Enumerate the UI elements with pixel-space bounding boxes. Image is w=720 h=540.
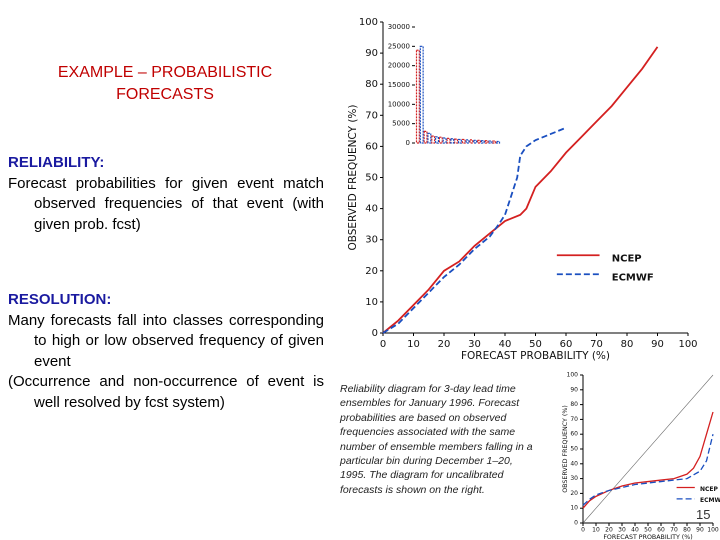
x-tick-label: 30 (618, 527, 626, 534)
y-tick-label: 0 (372, 328, 378, 339)
y-tick-label: 30000 (388, 23, 410, 31)
y-tick-label: 25000 (388, 42, 410, 50)
series-line (382, 46, 659, 334)
heading: RESOLUTION: (8, 291, 112, 308)
x-tick-label: 80 (621, 339, 634, 350)
bar (419, 45, 424, 144)
y-tick-label: 30 (365, 235, 378, 246)
heading: RELIABILITY: (8, 154, 105, 171)
legend-label: ECMWF (700, 497, 720, 504)
caption: Reliability diagram for 3-day lead time … (340, 383, 533, 496)
y-tick-label: 40 (570, 460, 578, 467)
bar (457, 138, 462, 144)
y-tick-label: 60 (570, 431, 578, 438)
x-tick-label: 50 (529, 339, 542, 350)
y-tick-label: 30 (570, 475, 578, 482)
y-tick-label: 50 (570, 446, 578, 453)
bar (427, 132, 432, 144)
bar (446, 137, 451, 144)
x-tick-label: 10 (407, 339, 420, 350)
bar (492, 140, 497, 144)
y-tick-label: 20 (365, 266, 378, 277)
bar (461, 138, 466, 144)
x-tick-label: 70 (590, 339, 603, 350)
slide-title: EXAMPLE – PROBABILISTIC FORECASTS (57, 64, 273, 103)
legend-label: NCEP (700, 486, 719, 493)
y-tick-label: 100 (567, 372, 579, 379)
diagonal (582, 374, 714, 524)
paragraph: Forecast probabilities for given event m… (8, 174, 324, 233)
y-tick-label: 10 (570, 505, 578, 512)
y-tick-label: 10 (365, 297, 378, 308)
x-tick-label: 10 (592, 527, 600, 534)
y-tick-label: 20000 (388, 62, 410, 70)
legend-label: ECMWF (612, 272, 654, 283)
x-tick-label: 20 (438, 339, 451, 350)
y-tick-label: 90 (365, 48, 378, 59)
y-tick-label: 40 (365, 204, 378, 215)
x-tick-label: 50 (644, 527, 652, 534)
bar (431, 135, 436, 144)
bar (484, 140, 489, 144)
y-tick-label: 90 (570, 386, 578, 393)
series-line (582, 411, 714, 509)
y-tick-label: 60 (365, 141, 378, 152)
x-tick-label: 0 (581, 527, 585, 534)
x-axis-title: FORECAST PROBABILITY (%) (461, 350, 610, 362)
page-number: 15 (696, 507, 711, 522)
y-tick-label: 10000 (388, 100, 410, 108)
x-tick-label: 0 (380, 339, 386, 350)
y-tick-label: 0 (406, 139, 410, 147)
y-axis-title: OBSERVED FREQUENCY (%) (347, 104, 359, 250)
y-tick-label: 5000 (392, 120, 410, 128)
bar (473, 139, 478, 144)
series-line (582, 434, 714, 506)
x-tick-label: 60 (560, 339, 573, 350)
series-line (382, 126, 567, 334)
y-tick-label: 0 (574, 520, 578, 527)
bar (423, 130, 428, 144)
x-tick-label: 60 (657, 527, 665, 534)
x-tick-label: 100 (707, 527, 719, 534)
paragraph: (Occurrence and non-occurrence of event … (8, 373, 324, 411)
x-axis-title: FORECAST PROBABILITY (%) (603, 534, 692, 540)
bar (488, 140, 493, 144)
y-tick-label: 15000 (388, 81, 410, 89)
reliability-block: RELIABILITY: Forecast probabilities for … (8, 153, 324, 235)
x-tick-label: 90 (651, 339, 664, 350)
y-axis-title: OBSERVED FREQUENCY (%) (562, 405, 569, 493)
bar (469, 139, 474, 144)
x-tick-label: 30 (468, 339, 481, 350)
x-tick-label: 80 (683, 527, 691, 534)
bar (442, 137, 447, 144)
y-tick-label: 50 (365, 173, 378, 184)
x-tick-label: 70 (670, 527, 678, 534)
y-tick-label: 100 (359, 17, 378, 28)
bar (480, 140, 485, 144)
y-tick-label: 20 (570, 490, 578, 497)
y-tick-label: 80 (570, 401, 578, 408)
bar (415, 49, 420, 144)
y-tick-label: 70 (365, 110, 378, 121)
x-tick-label: 40 (631, 527, 639, 534)
x-tick-label: 20 (605, 527, 613, 534)
paragraph: Many forecasts fall into classes corresp… (8, 311, 324, 370)
legend-label: NCEP (612, 253, 642, 264)
x-tick-label: 90 (696, 527, 704, 534)
y-tick-label: 70 (570, 416, 578, 423)
bar (465, 139, 470, 144)
bar (434, 136, 440, 144)
x-tick-label: 100 (678, 339, 697, 350)
bar (476, 139, 482, 144)
x-tick-label: 40 (499, 339, 512, 350)
y-tick-label: 80 (365, 79, 378, 90)
bar (454, 138, 459, 144)
bar (496, 140, 501, 144)
bar (438, 136, 443, 144)
resolution-block: RESOLUTION: Many forecasts fall into cla… (8, 290, 324, 413)
bar (450, 138, 455, 144)
